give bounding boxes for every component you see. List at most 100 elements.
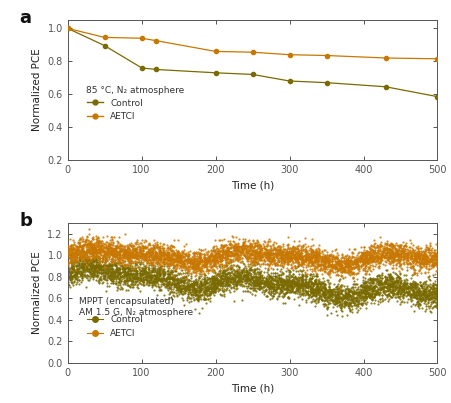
Point — [250, 256, 257, 263]
Point — [403, 255, 410, 262]
Point — [287, 284, 295, 290]
Point — [127, 258, 134, 265]
Point — [364, 284, 372, 291]
Point — [113, 245, 120, 251]
Point — [106, 272, 114, 278]
Point — [120, 253, 128, 260]
Point — [364, 283, 371, 290]
Point — [420, 260, 428, 266]
Point — [413, 262, 420, 268]
Point — [276, 258, 283, 265]
Point — [89, 249, 96, 256]
Point — [308, 262, 315, 268]
Point — [297, 283, 304, 289]
Point — [92, 263, 99, 269]
Point — [270, 239, 277, 245]
Point — [216, 247, 224, 254]
Point — [124, 270, 131, 276]
Point — [343, 290, 350, 297]
Point — [72, 263, 79, 270]
Point — [316, 247, 323, 253]
Point — [138, 254, 145, 261]
Point — [98, 263, 106, 269]
Point — [98, 244, 105, 250]
Point — [347, 292, 354, 299]
Point — [263, 277, 271, 283]
Point — [159, 278, 166, 285]
Point — [177, 253, 184, 260]
Point — [325, 297, 332, 303]
Point — [168, 288, 175, 295]
Point — [411, 280, 418, 287]
Point — [321, 258, 328, 265]
Point — [306, 271, 313, 277]
Point — [389, 250, 396, 257]
Point — [85, 273, 92, 279]
Point — [87, 247, 94, 253]
Point — [416, 253, 423, 259]
Point — [178, 270, 185, 277]
Point — [257, 247, 264, 253]
Point — [301, 254, 308, 260]
Point — [151, 253, 158, 259]
Point — [201, 284, 208, 290]
Point — [279, 276, 286, 283]
Point — [385, 256, 392, 262]
Point — [363, 294, 370, 300]
Point — [201, 277, 208, 284]
Point — [278, 279, 285, 286]
Point — [260, 275, 267, 281]
Point — [419, 254, 427, 261]
Point — [90, 255, 97, 262]
Point — [305, 251, 313, 257]
Point — [103, 249, 110, 256]
Point — [264, 257, 271, 264]
Point — [210, 283, 217, 289]
Point — [244, 258, 252, 265]
Point — [216, 256, 223, 262]
Point — [123, 253, 130, 260]
Point — [431, 288, 438, 295]
Point — [298, 251, 305, 257]
Point — [414, 295, 421, 301]
Point — [407, 251, 414, 257]
Point — [88, 241, 95, 247]
Point — [314, 258, 322, 264]
Point — [351, 300, 358, 306]
Point — [362, 258, 369, 264]
Point — [183, 285, 190, 291]
Point — [296, 285, 304, 291]
Point — [267, 246, 274, 253]
Point — [342, 290, 349, 296]
Point — [124, 251, 131, 258]
Point — [303, 251, 310, 257]
Point — [418, 253, 425, 260]
Point — [81, 269, 88, 275]
Point — [341, 294, 348, 301]
Point — [304, 256, 311, 262]
Point — [120, 253, 127, 260]
Point — [74, 266, 81, 272]
Point — [244, 244, 251, 251]
Point — [250, 259, 257, 265]
Point — [234, 244, 241, 251]
Point — [92, 249, 100, 256]
Point — [302, 258, 309, 264]
Point — [298, 247, 305, 253]
Point — [258, 284, 265, 291]
Point — [415, 251, 423, 258]
Point — [345, 256, 352, 263]
Point — [365, 287, 373, 293]
Point — [361, 255, 368, 262]
Point — [140, 251, 147, 258]
Point — [277, 286, 284, 292]
Point — [355, 250, 362, 257]
Point — [257, 249, 264, 255]
Point — [163, 254, 170, 260]
Point — [334, 289, 341, 295]
Point — [85, 231, 92, 237]
Point — [175, 237, 182, 243]
Point — [432, 246, 439, 253]
Point — [332, 262, 339, 268]
Point — [268, 257, 276, 264]
